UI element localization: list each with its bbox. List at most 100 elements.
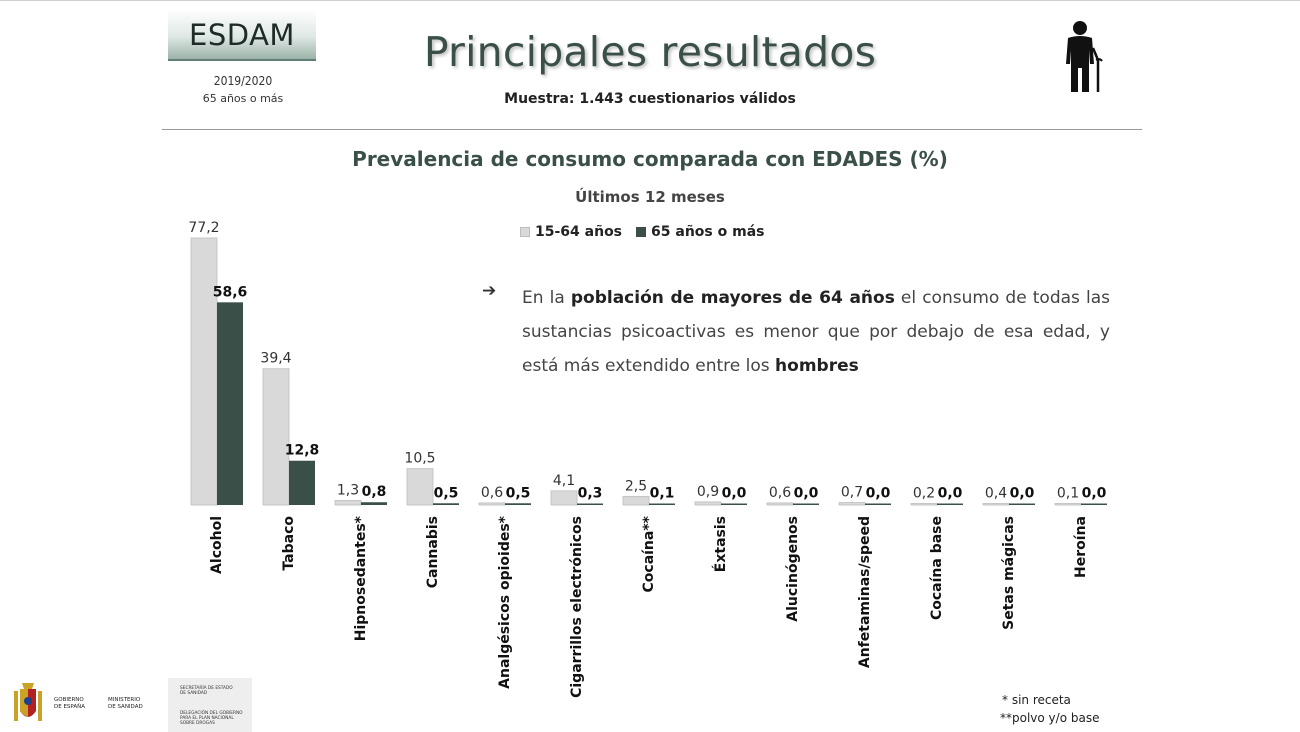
data-label-65-plus-10: 0,0 (938, 486, 963, 502)
legend-label-15-64: 15-64 años (535, 224, 623, 240)
data-label-15-64-6: 2,5 (625, 478, 647, 494)
spain-coat-of-arms-icon (14, 683, 42, 721)
bar-65-plus-10 (937, 503, 963, 505)
note-bold-population: población de mayores de 64 años (570, 288, 895, 308)
data-label-65-plus-4: 0,5 (506, 485, 531, 501)
bar-65-plus-1 (289, 460, 315, 505)
data-label-15-64-0: 77,2 (188, 220, 219, 236)
category-label-5: Cigarrillos electrónicos (569, 516, 585, 698)
bar-65-plus-6 (649, 503, 675, 505)
data-label-65-plus-1: 12,8 (285, 443, 320, 459)
data-label-15-64-8: 0,6 (769, 485, 791, 501)
secretaria-text: SECRETARÍA DE ESTADO DE SANIDAD (180, 686, 233, 696)
bar-15-64-11 (982, 503, 1010, 506)
data-label-15-64-4: 0,6 (481, 485, 503, 501)
delegacion-line-3: SOBRE DROGAS (180, 721, 215, 726)
category-label-9: Anfetaminas/speed (857, 516, 873, 668)
arrow-right-icon: ➔ (482, 281, 497, 301)
data-label-65-plus-9: 0,0 (866, 486, 891, 502)
bar-65-plus-11 (1009, 503, 1035, 505)
esdam-badge: ESDAM (168, 9, 316, 61)
category-label-12: Heroína (1073, 516, 1089, 578)
category-label-3: Cannabis (425, 516, 441, 588)
data-label-65-plus-6: 0,1 (650, 486, 675, 502)
ministerio-text: MINISTERIO DE SANIDAD (108, 697, 143, 710)
data-label-65-plus-8: 0,0 (794, 486, 819, 502)
bar-15-64-2 (334, 500, 362, 506)
key-finding-text: En la población de mayores de 64 años el… (522, 281, 1110, 383)
data-label-65-plus-2: 0,8 (362, 484, 387, 500)
top-rule (0, 0, 1300, 1)
data-label-65-plus-0: 58,6 (213, 284, 248, 300)
chart-legend: 15-64 años 65 años o más (520, 223, 778, 241)
footnote-polvo-base: **polvo y/o base (1000, 711, 1100, 725)
note-text-before: En la (522, 288, 571, 308)
bar-15-64-12 (1054, 503, 1082, 506)
data-label-15-64-9: 0,7 (841, 485, 863, 501)
data-label-15-64-7: 0,9 (697, 484, 719, 500)
esdam-badge-title: ESDAM (189, 18, 295, 52)
chart-title: Prevalencia de consumo comparada con EDA… (352, 147, 948, 171)
gobierno-text: GOBIERNO DE ESPAÑA (54, 697, 85, 710)
secretaria-box: SECRETARÍA DE ESTADO DE SANIDAD DELEGACI… (168, 678, 252, 732)
category-label-6: Cocaína** (641, 515, 657, 592)
bar-15-64-9 (838, 502, 866, 506)
data-label-15-64-1: 39,4 (260, 351, 291, 367)
data-label-15-64-12: 0,1 (1057, 486, 1079, 502)
bar-65-plus-8 (793, 503, 819, 505)
header-divider (162, 129, 1142, 130)
esdam-badge-year: 2019/2020 (213, 74, 273, 88)
bar-65-plus-3 (433, 503, 459, 505)
data-label-15-64-5: 4,1 (553, 473, 575, 489)
bar-65-plus-7 (721, 503, 747, 505)
legend-swatch-65-plus (636, 227, 647, 237)
legend-item-15-64: 15-64 años (520, 224, 622, 240)
legend-label-65-plus: 65 años o más (651, 224, 765, 240)
bar-15-64-7 (694, 501, 722, 506)
data-label-65-plus-5: 0,3 (578, 486, 603, 502)
data-label-15-64-10: 0,2 (913, 486, 935, 502)
gobierno-line-1: GOBIERNO (54, 697, 84, 703)
secretaria-line-1: SECRETARÍA DE ESTADO (180, 686, 233, 691)
bar-15-64-3 (406, 468, 434, 506)
category-label-11: Setas mágicas (1001, 516, 1017, 630)
category-label-7: Éxtasis (712, 516, 729, 572)
esdam-badge-age: 65 años o más (202, 92, 284, 105)
note-bold-men: hombres (775, 356, 859, 376)
category-label-4: Analgésicos opioides* (497, 515, 513, 689)
government-logos: GOBIERNO DE ESPAÑA MINISTERIO DE SANIDAD… (8, 678, 252, 732)
delegacion-line-1: DELEGACIÓN DEL GOBIERNO (180, 711, 243, 716)
elderly-person-icon (1066, 21, 1103, 92)
data-label-15-64-3: 10,5 (404, 451, 435, 467)
bar-15-64-0 (190, 237, 218, 506)
secretaria-line-2: DE SANIDAD (180, 691, 208, 696)
footnote-sin-receta: * sin receta (1002, 693, 1071, 707)
data-label-65-plus-3: 0,5 (434, 485, 459, 501)
delegacion-text: DELEGACIÓN DEL GOBIERNO PARA EL PLAN NAC… (180, 711, 243, 726)
bar-65-plus-9 (865, 503, 891, 505)
bar-15-64-4 (478, 502, 506, 506)
bar-15-64-5 (550, 490, 578, 506)
category-label-1: Tabaco (281, 516, 297, 571)
bar-65-plus-5 (577, 503, 603, 505)
ministerio-line-2: DE SANIDAD (108, 703, 143, 710)
sample-label: Muestra: 1.443 cuestionarios válidos (504, 91, 796, 107)
data-label-65-plus-11: 0,0 (1010, 486, 1035, 502)
bar-65-plus-4 (505, 503, 531, 505)
bar-65-plus-2 (361, 502, 387, 505)
bar-65-plus-0 (217, 302, 243, 505)
data-label-15-64-2: 1,3 (337, 483, 359, 499)
bar-15-64-1 (262, 368, 290, 506)
delegacion-line-2: PARA EL PLAN NACIONAL (180, 716, 234, 721)
category-label-2: Hipnosedantes* (353, 515, 369, 641)
bar-65-plus-12 (1081, 503, 1107, 505)
category-label-10: Cocaína base (929, 516, 945, 620)
legend-item-65-plus: 65 años o más (636, 224, 764, 240)
bar-15-64-6 (622, 495, 650, 506)
category-label-8: Alucinógenos (785, 516, 801, 622)
legend-swatch-15-64 (520, 227, 530, 237)
data-label-65-plus-7: 0,0 (722, 486, 747, 502)
bar-15-64-8 (766, 502, 794, 506)
note-text-middle: el consumo de todas las sustancias psico… (522, 288, 1110, 376)
